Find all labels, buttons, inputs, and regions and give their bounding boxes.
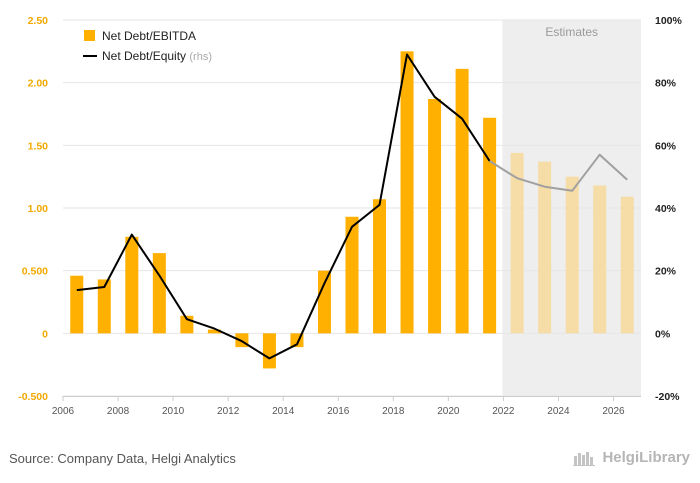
bar bbox=[70, 275, 84, 334]
left-tick-label: 2.00 bbox=[28, 78, 49, 90]
bar bbox=[593, 185, 607, 334]
bar bbox=[455, 68, 469, 334]
line-actual bbox=[76, 53, 491, 360]
legend-rhs-suffix: (rhs) bbox=[189, 51, 212, 63]
left-tick-label: 2.50 bbox=[28, 15, 49, 27]
x-tick-label: 2014 bbox=[272, 406, 295, 417]
bar bbox=[207, 329, 221, 334]
line-series bbox=[76, 53, 628, 360]
x-tick-label: 2016 bbox=[327, 406, 350, 417]
right-tick-label: 100% bbox=[655, 15, 683, 27]
bar bbox=[510, 152, 524, 334]
bar bbox=[538, 161, 552, 334]
estimates-label: Estimates bbox=[545, 25, 598, 39]
left-tick-label: -0.500 bbox=[18, 391, 48, 403]
legend-bar-label: Net Debt/EBITDA bbox=[102, 29, 196, 43]
legend: Net Debt/EBITDA Net Debt/Equity (rhs) bbox=[83, 29, 212, 63]
bar bbox=[97, 279, 111, 334]
bar bbox=[400, 51, 414, 334]
bar bbox=[262, 333, 276, 369]
legend-line-label: Net Debt/Equity (rhs) bbox=[102, 49, 212, 63]
left-tick-label: 0.500 bbox=[22, 266, 48, 278]
source-note: Source: Company Data, Helgi Analytics bbox=[9, 451, 236, 466]
left-tick-label: 0 bbox=[42, 328, 48, 340]
x-tick-label: 2026 bbox=[602, 406, 625, 417]
bar bbox=[345, 216, 359, 334]
bar bbox=[317, 270, 331, 334]
x-tick-label: 2020 bbox=[437, 406, 460, 417]
x-tick-label: 2018 bbox=[382, 406, 405, 417]
bar bbox=[373, 199, 387, 334]
bar bbox=[483, 117, 497, 334]
right-tick-label: 40% bbox=[655, 203, 677, 215]
bar bbox=[565, 176, 579, 334]
right-tick-label: 60% bbox=[655, 140, 677, 152]
x-tick-label: 2022 bbox=[492, 406, 515, 417]
right-tick-label: -20% bbox=[655, 391, 680, 403]
right-tick-label: 0% bbox=[655, 328, 671, 340]
x-tick-label: 2010 bbox=[162, 406, 185, 417]
bar bbox=[428, 98, 442, 334]
right-tick-label: 80% bbox=[655, 78, 677, 90]
left-tick-label: 1.00 bbox=[28, 203, 49, 215]
legend-bar-swatch bbox=[84, 30, 95, 41]
left-tick-label: 1.50 bbox=[28, 140, 49, 152]
axes: 2.50 2.00 1.50 1.00 0.500 0 -0.500 100% 80% 60% 40… bbox=[18, 15, 682, 417]
library-icon bbox=[573, 451, 596, 466]
x-tick-label: 2008 bbox=[107, 406, 130, 417]
bar bbox=[152, 253, 166, 334]
right-tick-label: 20% bbox=[655, 266, 677, 278]
line-estimate bbox=[489, 153, 628, 192]
x-tick-label: 2012 bbox=[217, 406, 240, 417]
bar bbox=[125, 236, 139, 334]
brand-logo: HelgiLibrary bbox=[573, 449, 690, 466]
brand-text: HelgiLibrary bbox=[602, 449, 690, 466]
x-tick-label: 2024 bbox=[547, 406, 570, 417]
x-tick-label: 2006 bbox=[52, 406, 75, 417]
bar bbox=[620, 196, 634, 334]
